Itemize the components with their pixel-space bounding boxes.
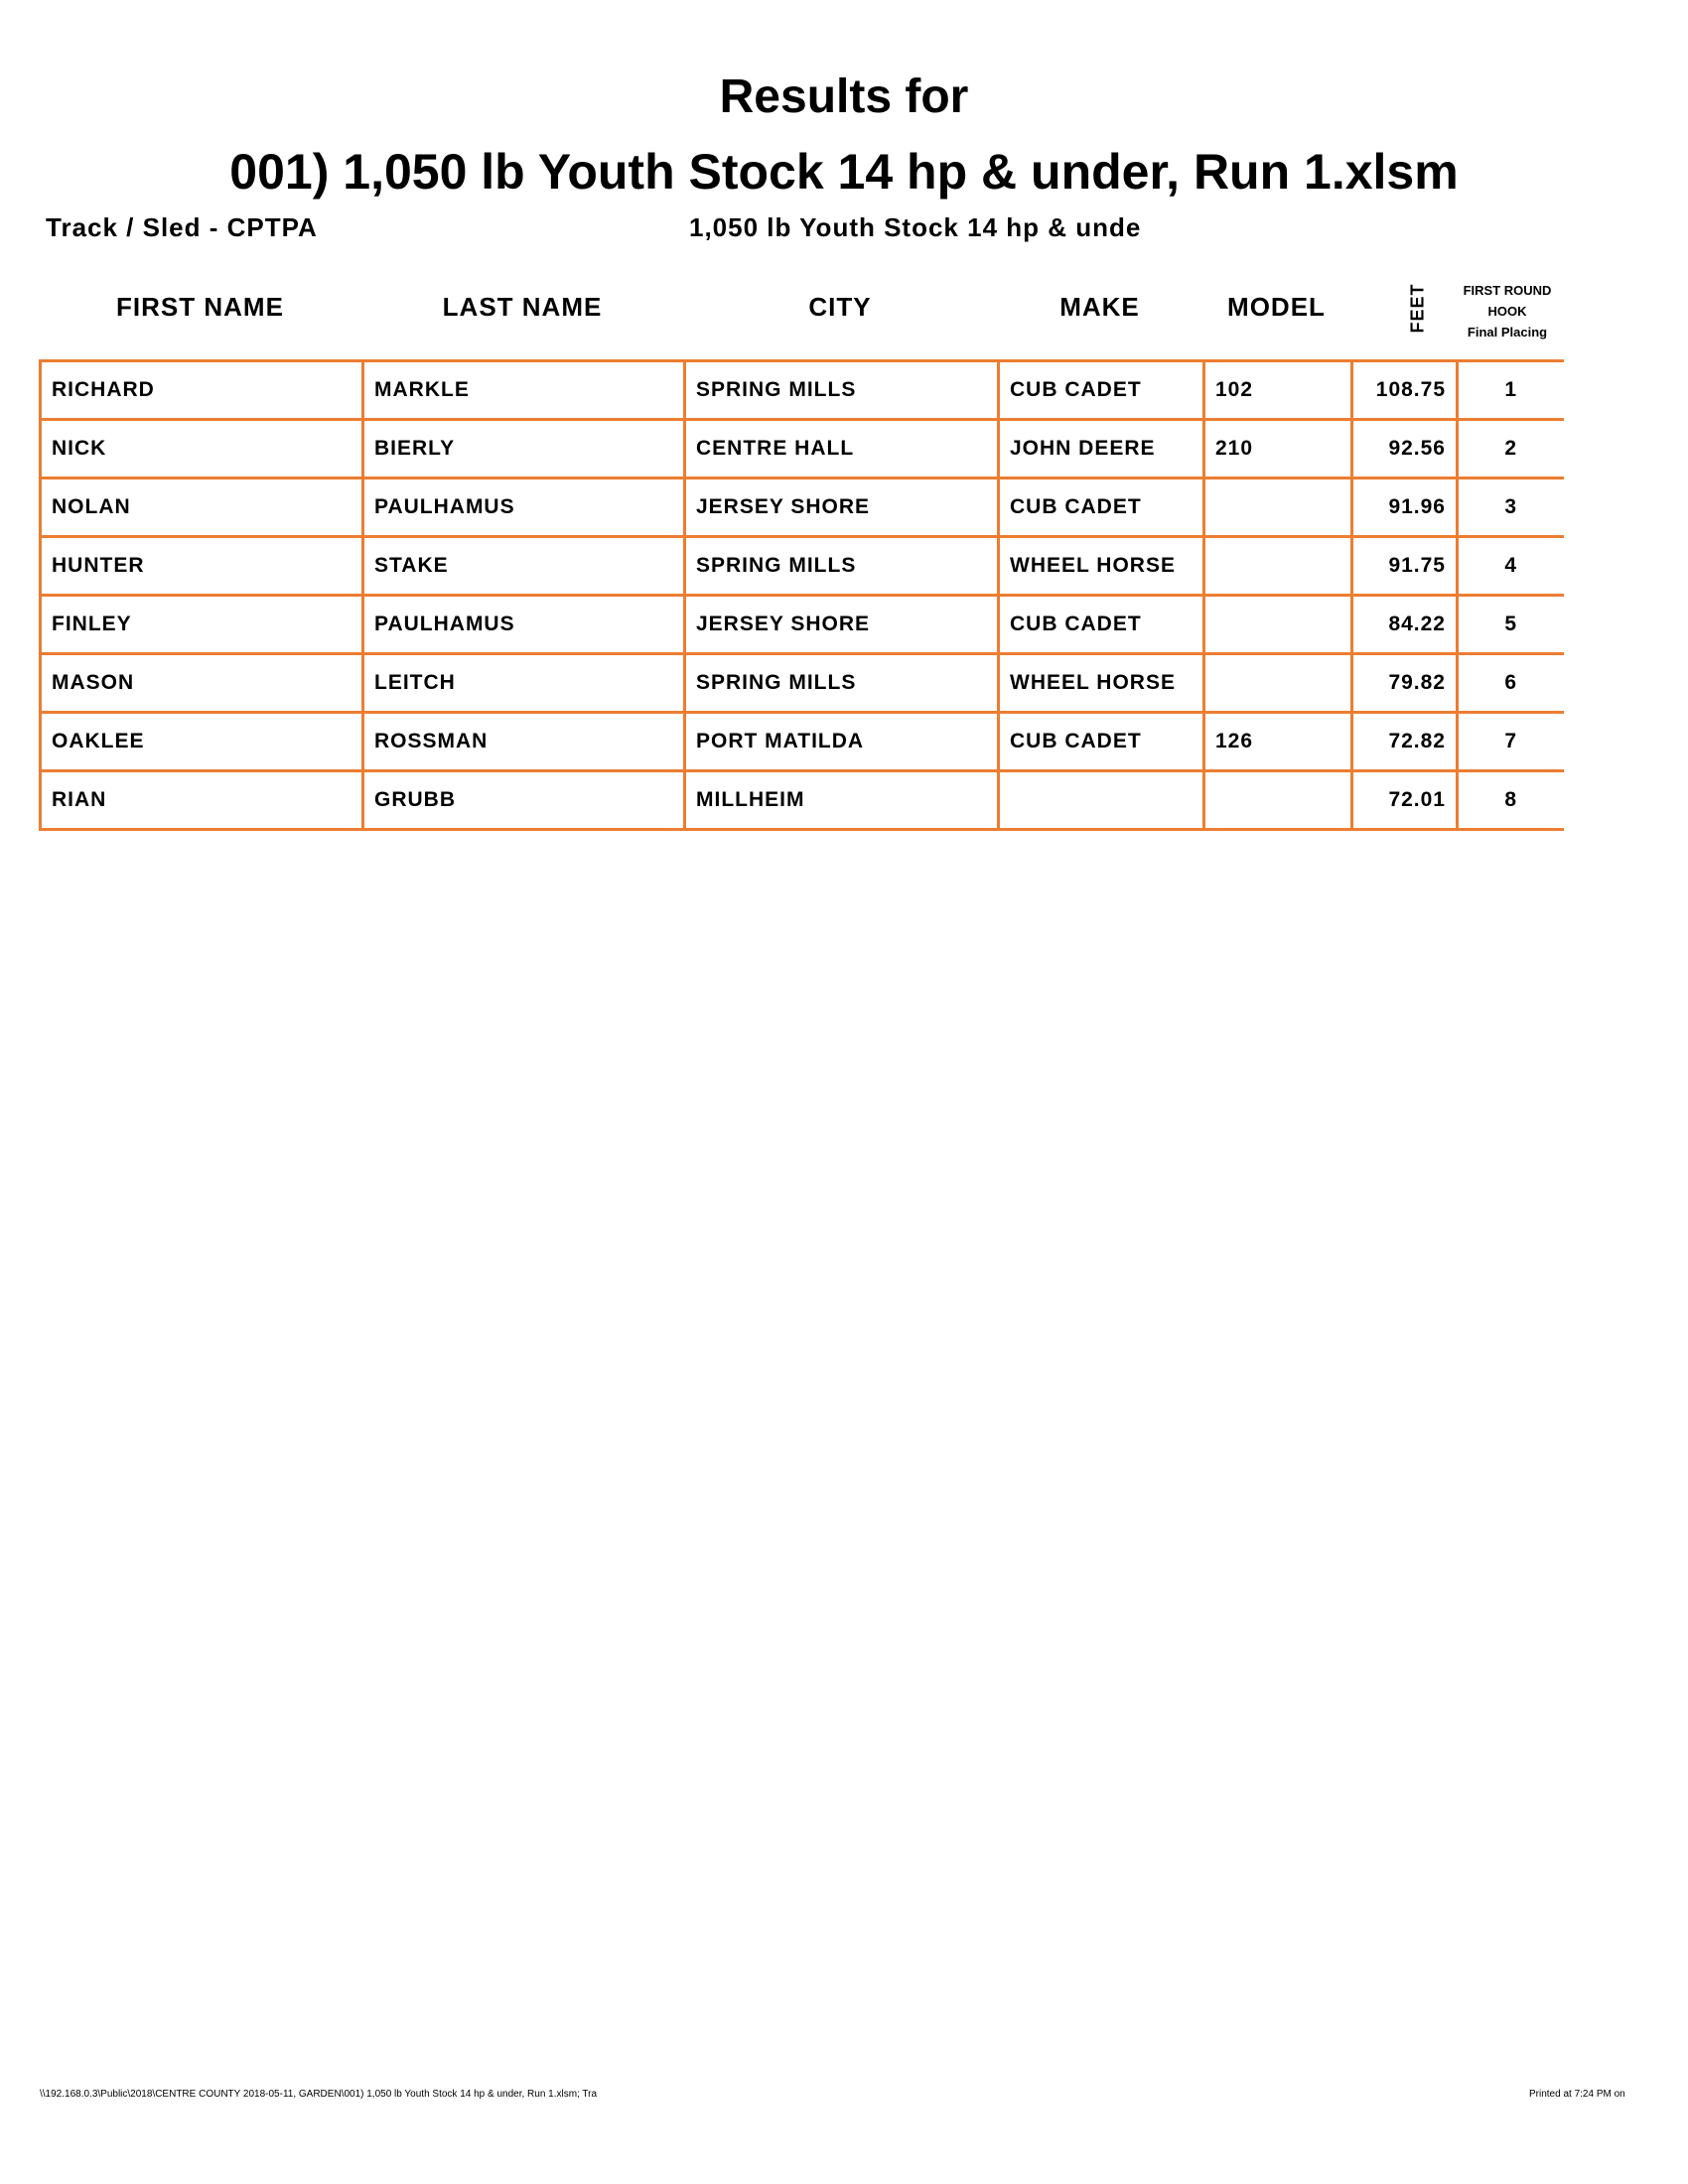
- cell-feet: 79.82: [1350, 652, 1459, 714]
- cell-model: 126: [1202, 711, 1353, 772]
- table-row: NICK BIERLY CENTRE HALL JOHN DEERE 210 92.56 2: [39, 418, 1564, 479]
- cell-first-name: NOLAN: [39, 477, 364, 538]
- class-name: 1,050 lb Youth Stock 14 hp & unde: [689, 212, 1142, 242]
- header-first-name: FIRST NAME: [116, 292, 284, 322]
- cell-first-name: MASON: [39, 652, 364, 714]
- cell-model: 102: [1202, 359, 1353, 421]
- header-first-round: FIRST ROUND: [1463, 283, 1552, 298]
- cell-placing: 6: [1456, 652, 1564, 714]
- cell-city: SPRING MILLS: [683, 535, 1000, 597]
- cell-last-name: PAULHAMUS: [361, 477, 686, 538]
- cell-last-name: MARKLE: [361, 359, 686, 421]
- cell-last-name: GRUBB: [361, 769, 686, 831]
- header-model: MODEL: [1227, 292, 1326, 322]
- cell-placing: 8: [1456, 769, 1564, 831]
- table-row: HUNTER STAKE SPRING MILLS WHEEL HORSE 91.75 4: [39, 535, 1564, 597]
- cell-first-name: RICHARD: [39, 359, 364, 421]
- cell-city: SPRING MILLS: [683, 359, 1000, 421]
- table-row: RICHARD MARKLE SPRING MILLS CUB CADET 102 108…: [39, 359, 1564, 421]
- footer-printed: Printed at 7:24 PM on: [1529, 2089, 1625, 2100]
- table-row: OAKLEE ROSSMAN PORT MATILDA CUB CADET 126 72.…: [39, 711, 1564, 772]
- cell-placing: 4: [1456, 535, 1564, 597]
- track-sled: Track / Sled - CPTPA: [46, 212, 318, 242]
- cell-make: JOHN DEERE: [997, 418, 1205, 479]
- header-placing: FIRST ROUND HOOK Final Placing: [1452, 280, 1563, 342]
- cell-first-name: RIAN: [39, 769, 364, 831]
- cell-model: [1202, 477, 1353, 538]
- cell-last-name: LEITCH: [361, 652, 686, 714]
- results-table: RICHARD MARKLE SPRING MILLS CUB CADET 102 108…: [39, 359, 1564, 831]
- cell-make: CUB CADET: [997, 594, 1205, 655]
- cell-placing: 7: [1456, 711, 1564, 772]
- cell-placing: 3: [1456, 477, 1564, 538]
- table-row: FINLEY PAULHAMUS JERSEY SHORE CUB CADET 84.2…: [39, 594, 1564, 655]
- cell-feet: 92.56: [1350, 418, 1459, 479]
- cell-placing: 1: [1456, 359, 1564, 421]
- cell-last-name: ROSSMAN: [361, 711, 686, 772]
- header-feet: FEET: [1407, 283, 1428, 334]
- cell-city: MILLHEIM: [683, 769, 1000, 831]
- cell-feet: 72.82: [1350, 711, 1459, 772]
- cell-first-name: NICK: [39, 418, 364, 479]
- table-row: NOLAN PAULHAMUS JERSEY SHORE CUB CADET 91.96…: [39, 477, 1564, 538]
- cell-feet: 72.01: [1350, 769, 1459, 831]
- cell-make: WHEEL HORSE: [997, 535, 1205, 597]
- cell-make: WHEEL HORSE: [997, 652, 1205, 714]
- cell-city: CENTRE HALL: [683, 418, 1000, 479]
- cell-city: PORT MATILDA: [683, 711, 1000, 772]
- cell-make: CUB CADET: [997, 359, 1205, 421]
- cell-model: [1202, 594, 1353, 655]
- footer-path: \\192.168.0.3\Public\2018\CENTRE COUNTY …: [40, 2089, 598, 2100]
- cell-first-name: FINLEY: [39, 594, 364, 655]
- header-final-placing: Final Placing: [1467, 325, 1548, 340]
- header-hook: HOOK: [1487, 304, 1527, 319]
- cell-model: [1202, 652, 1353, 714]
- cell-placing: 2: [1456, 418, 1564, 479]
- cell-model: 210: [1202, 418, 1353, 479]
- cell-feet: 108.75: [1350, 359, 1459, 421]
- table-row: MASON LEITCH SPRING MILLS WHEEL HORSE 79.82 6: [39, 652, 1564, 714]
- cell-first-name: OAKLEE: [39, 711, 364, 772]
- cell-last-name: PAULHAMUS: [361, 594, 686, 655]
- cell-feet: 84.22: [1350, 594, 1459, 655]
- header-city: CITY: [808, 292, 872, 322]
- cell-city: JERSEY SHORE: [683, 594, 1000, 655]
- cell-make: CUB CADET: [997, 711, 1205, 772]
- table-row: RIAN GRUBB MILLHEIM 72.01 8: [39, 769, 1564, 831]
- cell-model: [1202, 535, 1353, 597]
- cell-feet: 91.75: [1350, 535, 1459, 597]
- header-last-name: LAST NAME: [442, 292, 603, 322]
- cell-model: [1202, 769, 1353, 831]
- title-line1: Results for: [719, 70, 969, 123]
- cell-make: CUB CADET: [997, 477, 1205, 538]
- cell-placing: 5: [1456, 594, 1564, 655]
- cell-make: [997, 769, 1205, 831]
- title-line2: 001) 1,050 lb Youth Stock 14 hp & under,…: [229, 144, 1459, 200]
- cell-last-name: STAKE: [361, 535, 686, 597]
- cell-last-name: BIERLY: [361, 418, 686, 479]
- cell-feet: 91.96: [1350, 477, 1459, 538]
- cell-city: SPRING MILLS: [683, 652, 1000, 714]
- header-make: MAKE: [1059, 292, 1140, 322]
- cell-first-name: HUNTER: [39, 535, 364, 597]
- cell-city: JERSEY SHORE: [683, 477, 1000, 538]
